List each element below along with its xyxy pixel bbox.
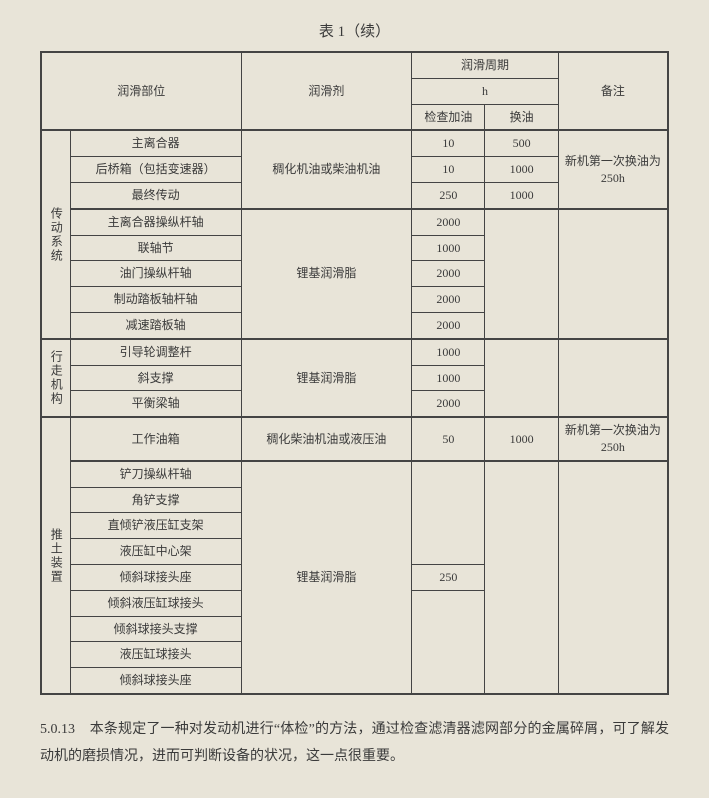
cell-check	[412, 590, 485, 694]
cell-part: 油门操纵杆轴	[70, 261, 241, 287]
cell-check: 250	[412, 182, 485, 208]
paragraph-number: 5.0.13	[40, 722, 75, 737]
header-part: 润滑部位	[41, 52, 241, 130]
header-change: 换油	[485, 104, 558, 130]
cell-part: 联轴节	[70, 235, 241, 261]
cell-lube: 稠化机油或柴油机油	[241, 130, 412, 208]
cell-lube: 锂基润滑脂	[241, 461, 412, 694]
cell-part: 倾斜球接头支撑	[70, 616, 241, 642]
cell-part: 倾斜液压缸球接头	[70, 590, 241, 616]
cell-part: 引导轮调整杆	[70, 339, 241, 365]
cell-part: 最终传动	[70, 182, 241, 208]
cell-part: 斜支撑	[70, 365, 241, 391]
cell-part: 制动踏板轴杆轴	[70, 287, 241, 313]
cell-change: 500	[485, 130, 558, 156]
cell-lube: 锂基润滑脂	[241, 339, 412, 417]
header-check: 检查加油	[412, 104, 485, 130]
cell-part: 角铲支撑	[70, 487, 241, 513]
lubrication-table: 润滑部位 润滑剂 润滑周期 备注 h 检查加油 换油 传动系统 主离合器 稠化机…	[40, 51, 669, 695]
cell-lube: 锂基润滑脂	[241, 209, 412, 339]
cell-note	[558, 339, 668, 417]
cell-check: 10	[412, 130, 485, 156]
cell-check	[412, 461, 485, 565]
cell-change: 1000	[485, 417, 558, 461]
cell-check: 1000	[412, 339, 485, 365]
cell-note: 新机第一次换油为 250h	[558, 417, 668, 461]
cell-note	[558, 461, 668, 694]
paragraph: 5.0.13 本条规定了一种对发动机进行“体检”的方法，通过检查滤清器滤网部分的…	[40, 717, 669, 770]
cell-part: 铲刀操纵杆轴	[70, 461, 241, 487]
group-label: 传动系统	[41, 130, 70, 338]
cell-check: 1000	[412, 365, 485, 391]
cell-check: 2000	[412, 209, 485, 235]
cell-part: 倾斜球接头座	[70, 668, 241, 694]
cell-check: 2000	[412, 312, 485, 338]
cell-lube: 稠化柴油机油或液压油	[241, 417, 412, 461]
cell-part: 平衡梁轴	[70, 391, 241, 417]
cell-check: 2000	[412, 391, 485, 417]
cell-part: 后桥箱（包括变速器）	[70, 157, 241, 183]
cell-change	[485, 461, 558, 694]
cell-part: 工作油箱	[70, 417, 241, 461]
cell-part: 直倾铲液压缸支架	[70, 513, 241, 539]
group-label: 推土装置	[41, 417, 70, 694]
cell-part: 倾斜球接头座	[70, 564, 241, 590]
cell-part: 液压缸中心架	[70, 539, 241, 565]
header-lube: 润滑剂	[241, 52, 412, 130]
cell-check: 50	[412, 417, 485, 461]
cell-part: 液压缸球接头	[70, 642, 241, 668]
cell-note	[558, 209, 668, 339]
cell-change	[485, 209, 558, 339]
header-note: 备注	[558, 52, 668, 130]
cell-change: 1000	[485, 157, 558, 183]
header-period: 润滑周期	[412, 52, 558, 78]
table-title: 表 1（续）	[40, 20, 669, 41]
cell-check: 1000	[412, 235, 485, 261]
cell-part: 主离合器	[70, 130, 241, 156]
header-period-unit: h	[412, 78, 558, 104]
group-label: 行走机构	[41, 339, 70, 417]
cell-part: 减速踏板轴	[70, 312, 241, 338]
cell-check: 10	[412, 157, 485, 183]
cell-check: 250	[412, 564, 485, 590]
cell-part: 主离合器操纵杆轴	[70, 209, 241, 235]
paragraph-text: 本条规定了一种对发动机进行“体检”的方法，通过检查滤清器滤网部分的金属碎屑，可了…	[40, 722, 669, 764]
cell-check: 2000	[412, 287, 485, 313]
cell-check: 2000	[412, 261, 485, 287]
cell-change: 1000	[485, 182, 558, 208]
cell-note: 新机第一次换油为 250h	[558, 130, 668, 208]
cell-change	[485, 339, 558, 417]
